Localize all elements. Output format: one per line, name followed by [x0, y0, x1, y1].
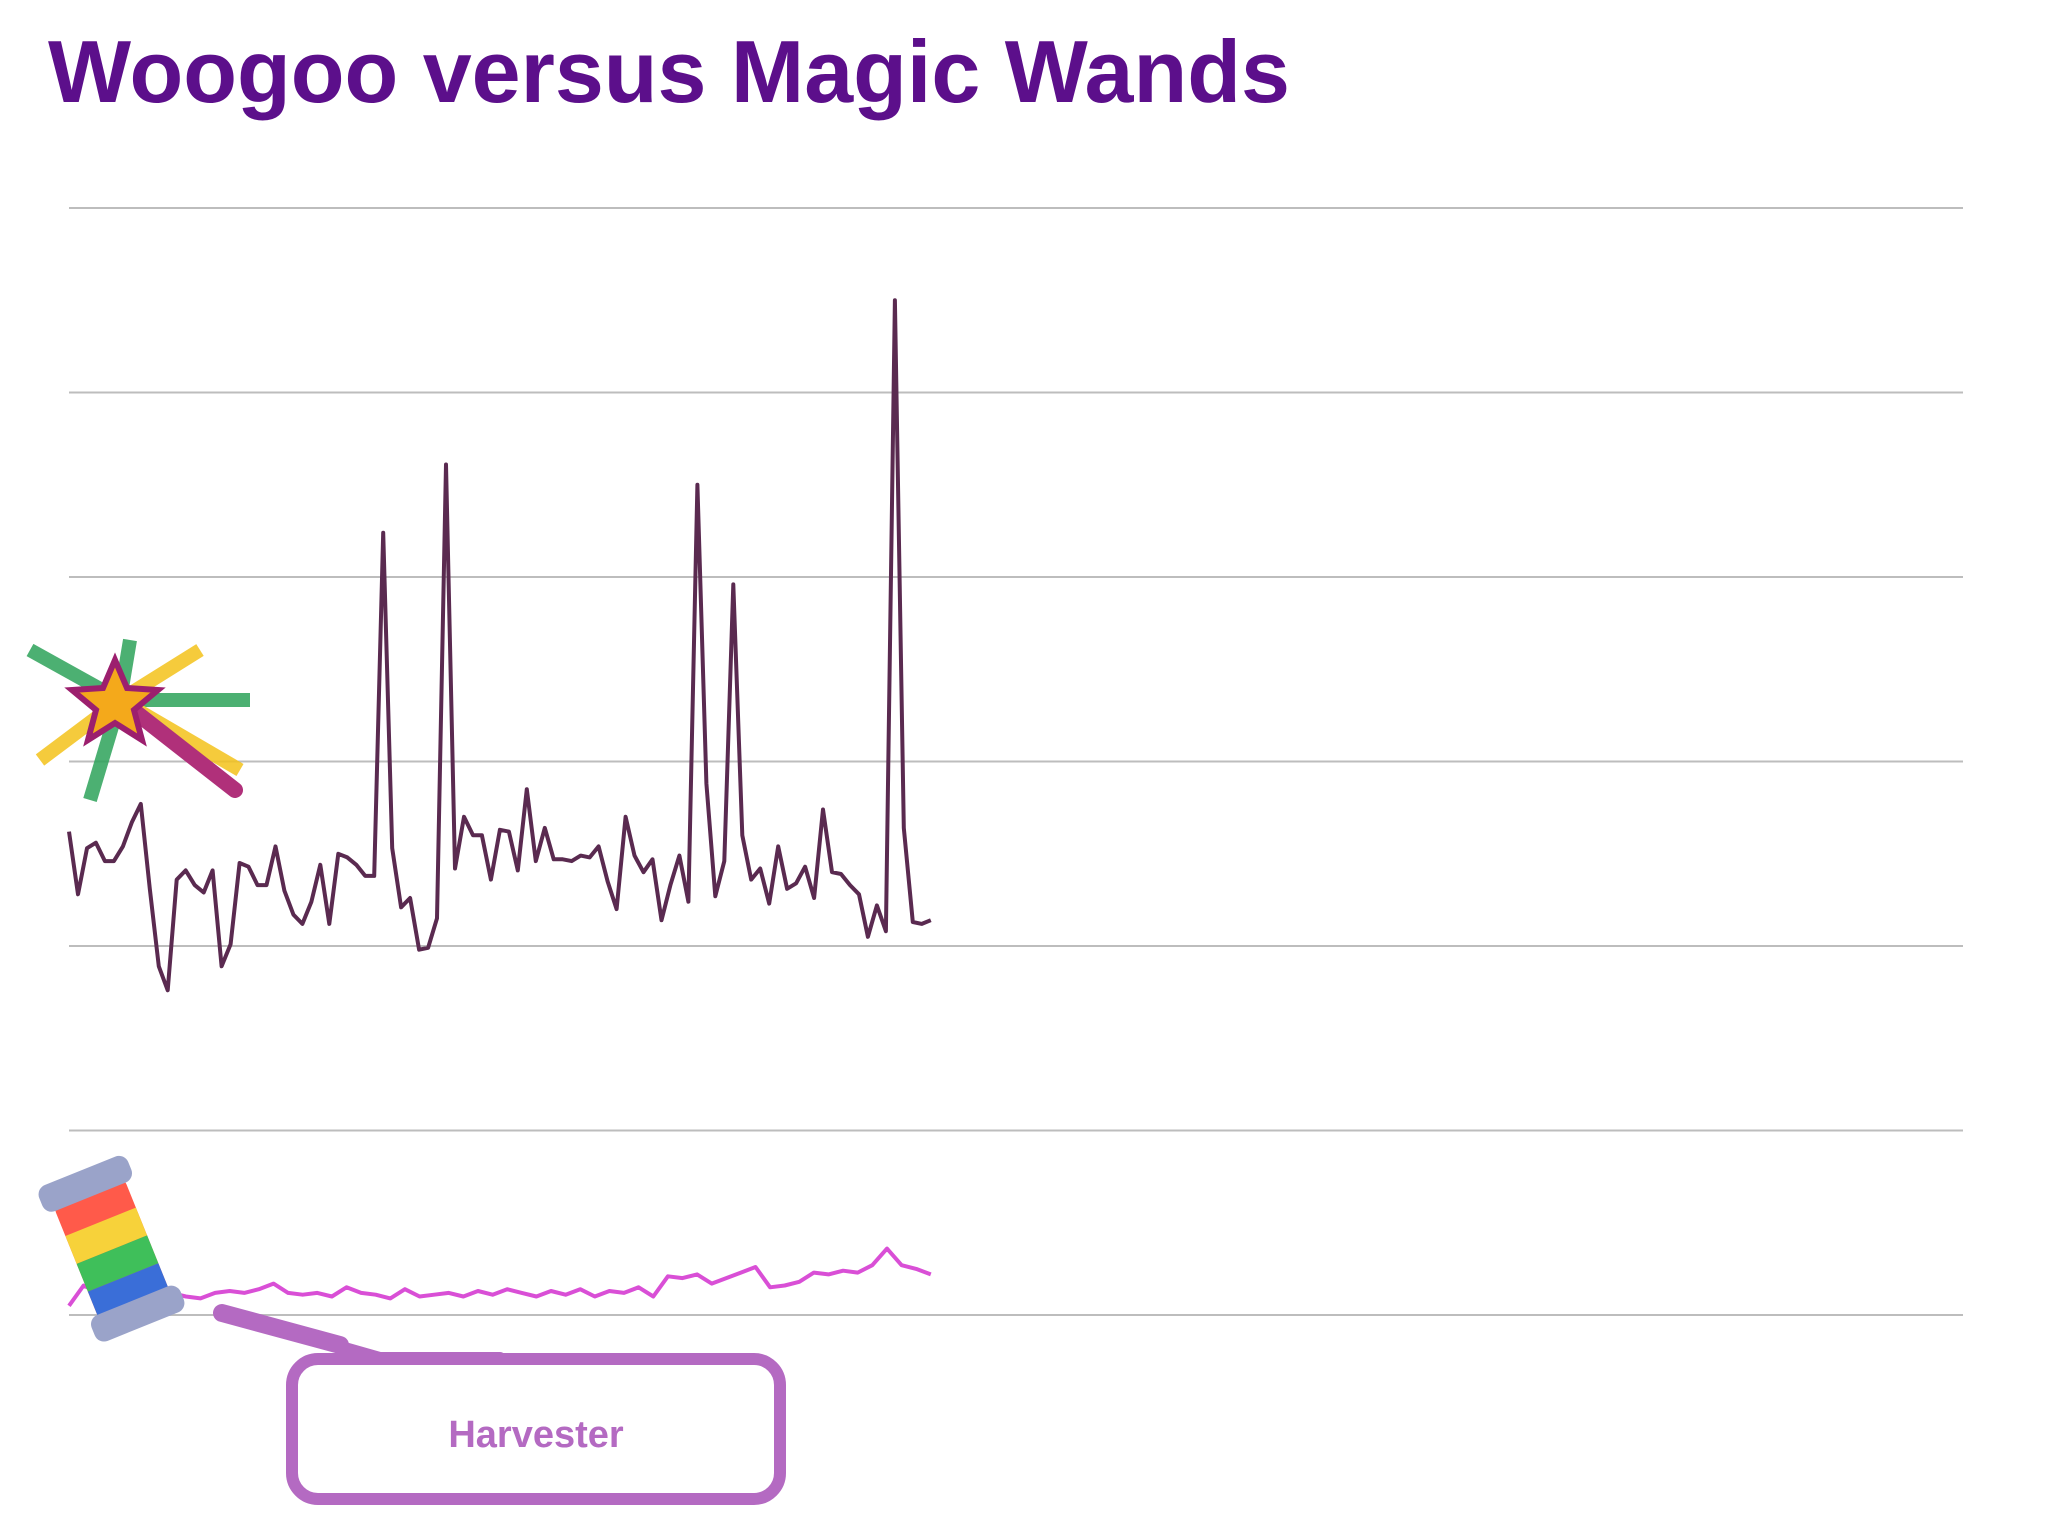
series-line: [67, 298, 932, 993]
callout: Harvester: [213, 1304, 786, 1505]
series-line: [67, 1246, 932, 1307]
plot: [67, 207, 1963, 1316]
slide-title: Woogoo versus Magic Wands: [48, 22, 1290, 121]
wand-icon: [26, 638, 250, 803]
harvester-icon: [38, 1155, 185, 1342]
callout-label: Harvester: [448, 1414, 624, 1456]
